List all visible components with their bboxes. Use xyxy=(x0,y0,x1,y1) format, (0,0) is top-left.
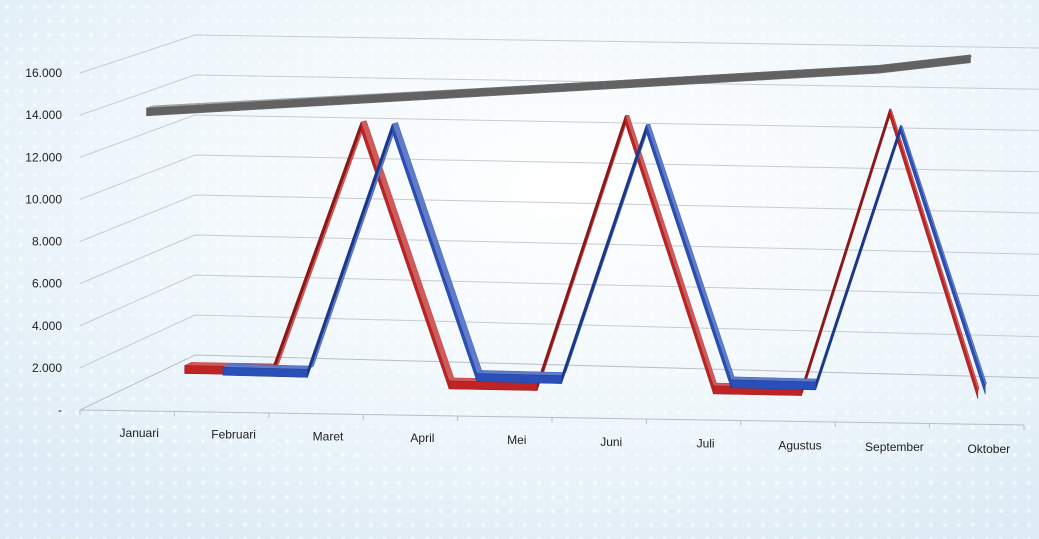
y-tick-label: 14.000 xyxy=(25,108,62,122)
x-tick-label: Juli xyxy=(697,437,715,451)
y-tick-label: - xyxy=(58,403,62,417)
y-axis-ticks: - 2.000 4.000 6.000 8.000 10.000 12.000 14.000 1… xyxy=(25,66,62,417)
x-tick-label: Juni xyxy=(600,435,622,449)
gridline xyxy=(79,234,1039,285)
x-tick-label: Maret xyxy=(313,429,344,443)
x-tick-label: Agustus xyxy=(778,438,821,452)
gridline xyxy=(79,154,1039,200)
gridline xyxy=(79,74,1039,116)
y-tick-label: 2.000 xyxy=(32,361,62,375)
x-tick-label: Februari xyxy=(211,428,256,442)
gridline xyxy=(79,114,1039,158)
x-tick-label: Oktober xyxy=(967,442,1010,456)
series-ribbon xyxy=(146,54,973,117)
y-tick-label: 12.000 xyxy=(25,150,62,164)
grid-lines xyxy=(79,34,1039,411)
ribbon-front-face xyxy=(889,108,979,399)
gridline xyxy=(79,274,1039,327)
y-tick-label: 6.000 xyxy=(32,277,62,291)
gridline xyxy=(79,314,1039,369)
series-ribbon xyxy=(222,122,987,395)
ribbon-front-face xyxy=(878,54,971,74)
ribbon-front-face xyxy=(900,125,986,395)
series-ribbons xyxy=(146,54,987,399)
x-tick-label: Januari xyxy=(120,426,159,440)
x-tick-label: Mei xyxy=(507,433,526,447)
x-tick-label: April xyxy=(410,431,434,445)
y-tick-label: 16.000 xyxy=(25,66,62,80)
y-tick-label: 8.000 xyxy=(32,235,62,249)
gridline xyxy=(79,34,1039,74)
y-tick-label: 10.000 xyxy=(25,192,62,206)
y-tick-label: 4.000 xyxy=(32,319,62,333)
gridline xyxy=(79,354,1039,411)
x-axis-ticks: Januari Februari Maret April Mei Juni Juli Agus… xyxy=(79,409,1025,456)
x-tick-label: September xyxy=(865,440,924,454)
gridline xyxy=(79,194,1039,242)
